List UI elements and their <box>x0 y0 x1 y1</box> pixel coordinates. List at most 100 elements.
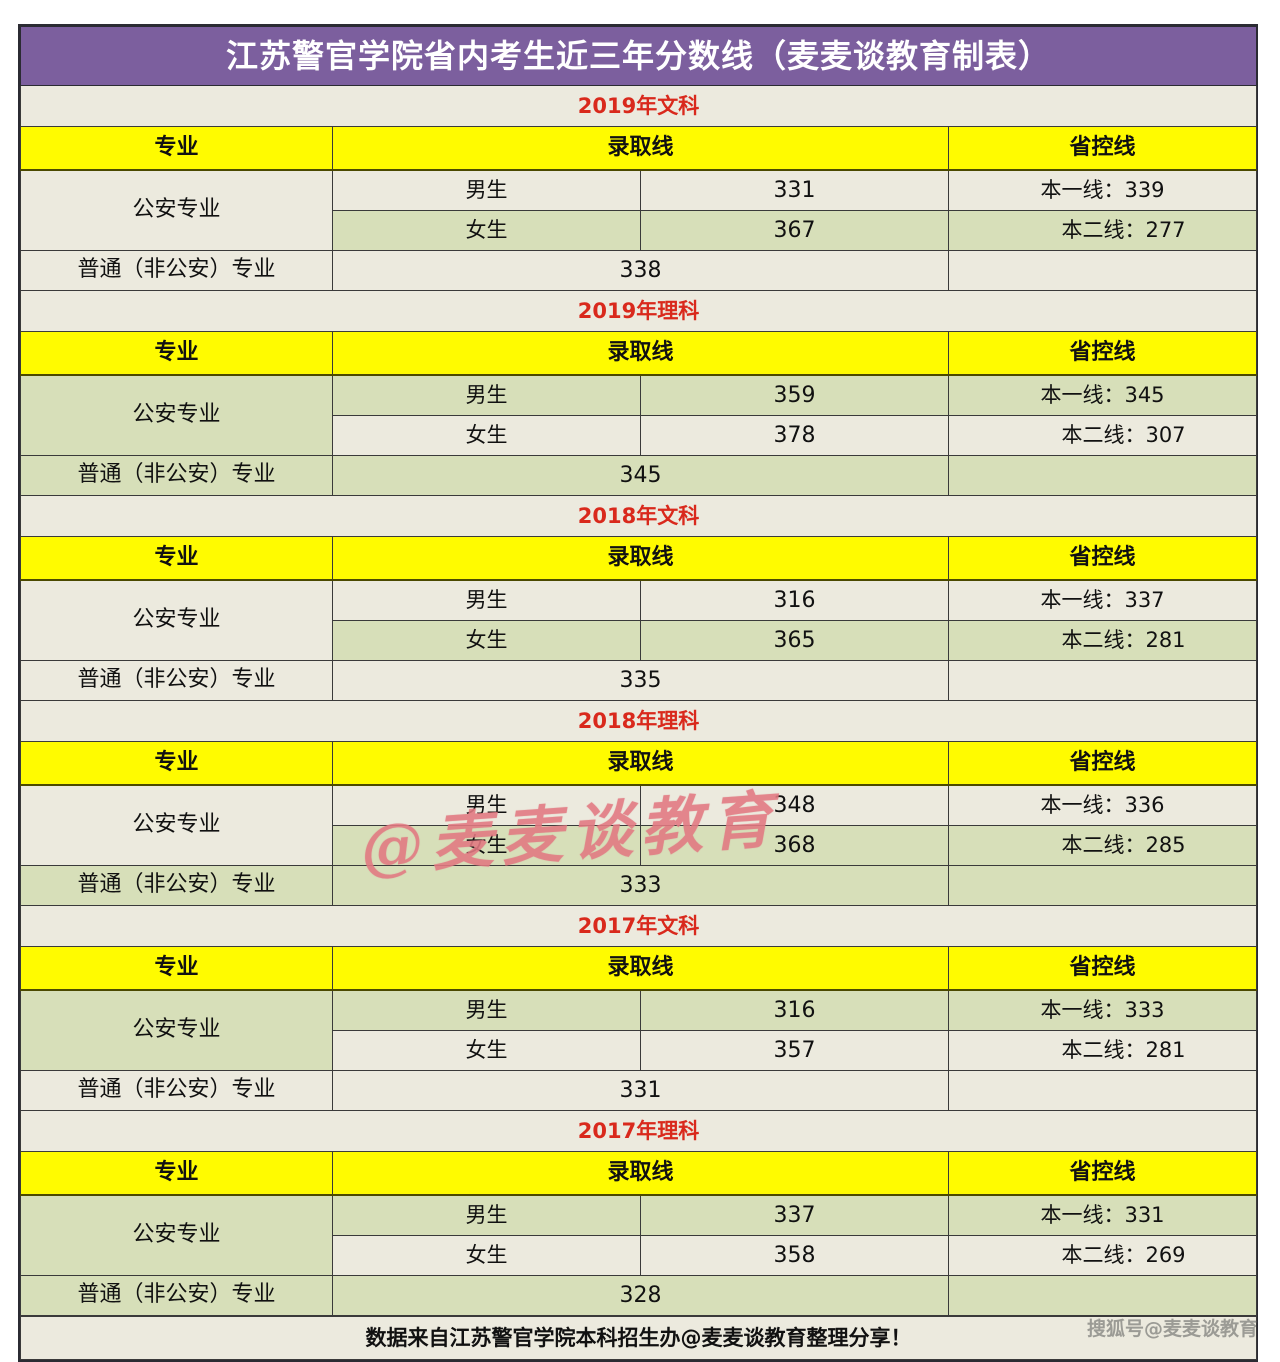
score-male: 359 <box>640 374 949 416</box>
score-male: 348 <box>640 784 949 826</box>
footer-note: 数据来自江苏警官学院本科招生办@麦麦谈教育整理分享！ <box>19 1315 1258 1360</box>
year-band: 2017年理科 <box>19 1110 1258 1152</box>
gender-male: 男生 <box>332 169 641 211</box>
column-header-province: 省控线 <box>947 1151 1258 1196</box>
year-band-row: 2018年理科 <box>19 700 1258 742</box>
province-line-1: 本一线：333 <box>947 989 1258 1031</box>
gender-female: 女生 <box>332 620 641 661</box>
province-blank <box>947 1275 1258 1317</box>
year-band: 2019年文科 <box>19 85 1258 127</box>
column-header-province: 省控线 <box>947 126 1258 171</box>
gender-female: 女生 <box>332 1030 641 1071</box>
major-police: 公安专业 <box>20 579 333 661</box>
gender-female: 女生 <box>332 1235 641 1276</box>
year-band-row: 2018年文科 <box>19 495 1258 537</box>
major-police: 公安专业 <box>20 989 333 1071</box>
column-header-province: 省控线 <box>947 536 1258 581</box>
page-title: 江苏警官学院省内考生近三年分数线（麦麦谈教育制表） <box>19 26 1258 86</box>
gender-male: 男生 <box>332 989 641 1031</box>
score-female: 367 <box>640 210 949 251</box>
table-row: 公安专业 男生 316 本一线：337 <box>20 579 1258 661</box>
major-police: 公安专业 <box>20 784 333 866</box>
table-row: 公安专业 男生 337 本一线：331 <box>20 1194 1258 1276</box>
table-row: 普通（非公安）专业 338 <box>20 250 1258 291</box>
table-row: 公安专业 男生 316 本一线：333 <box>20 989 1258 1071</box>
table-row: 公安专业 男生 348 本一线：336 <box>20 784 1258 866</box>
table-row: 女生 378 本二线：307 <box>21 415 1258 456</box>
province-line-1: 本一线：339 <box>947 169 1258 211</box>
year-band: 2017年文科 <box>19 905 1258 947</box>
score-male: 331 <box>640 169 949 211</box>
major-normal: 普通（非公安）专业 <box>20 1070 333 1111</box>
column-header-major: 专业 <box>20 126 333 171</box>
province-blank <box>947 455 1258 496</box>
column-header-province: 省控线 <box>947 741 1258 786</box>
province-blank <box>947 1070 1258 1111</box>
score-female: 357 <box>640 1030 949 1071</box>
table-row: 女生 367 本二线：277 <box>21 210 1258 251</box>
year-band-row: 2017年文科 <box>19 905 1258 947</box>
score-line-table-sheet: 江苏警官学院省内考生近三年分数线（麦麦谈教育制表） 2019年文科 专业 录取线 省控线… <box>18 24 1258 1362</box>
score-normal: 328 <box>332 1275 949 1317</box>
gender-male: 男生 <box>332 1194 641 1236</box>
column-header-admission: 录取线 <box>332 946 949 991</box>
column-header-row: 专业 录取线 省控线 <box>20 331 1258 376</box>
score-male: 316 <box>640 989 949 1031</box>
province-line-1: 本一线：345 <box>947 374 1258 416</box>
gender-male: 男生 <box>332 784 641 826</box>
gender-male: 男生 <box>332 374 641 416</box>
score-table: 江苏警官学院省内考生近三年分数线（麦麦谈教育制表） 2019年文科 专业 录取线 省控线… <box>19 26 1258 1360</box>
major-normal: 普通（非公安）专业 <box>20 865 333 906</box>
table-row: 普通（非公安）专业 333 <box>20 865 1258 906</box>
score-female: 358 <box>640 1235 949 1276</box>
column-header-admission: 录取线 <box>332 1151 949 1196</box>
province-line-2: 本二线：307 <box>947 415 1258 456</box>
province-blank <box>947 865 1258 906</box>
column-header-row: 专业 录取线 省控线 <box>20 741 1258 786</box>
score-normal: 345 <box>332 455 949 496</box>
gender-female: 女生 <box>332 415 641 456</box>
column-header-admission: 录取线 <box>332 126 949 171</box>
table-row: 普通（非公安）专业 328 <box>20 1275 1258 1317</box>
column-header-admission: 录取线 <box>332 331 949 376</box>
major-police: 公安专业 <box>20 169 333 251</box>
province-line-1: 本一线：336 <box>947 784 1258 826</box>
major-normal: 普通（非公安）专业 <box>20 455 333 496</box>
score-male: 337 <box>640 1194 949 1236</box>
gender-female: 女生 <box>332 210 641 251</box>
province-line-2: 本二线：269 <box>947 1235 1258 1276</box>
column-header-major: 专业 <box>20 946 333 991</box>
column-header-admission: 录取线 <box>332 536 949 581</box>
score-normal: 331 <box>332 1070 949 1111</box>
year-band: 2018年理科 <box>19 700 1258 742</box>
score-female: 378 <box>640 415 949 456</box>
table-row: 公安专业 男生 331 本一线：339 <box>20 169 1258 251</box>
province-line-2: 本二线：281 <box>947 620 1258 661</box>
table-row: 普通（非公安）专业 345 <box>20 455 1258 496</box>
column-header-admission: 录取线 <box>332 741 949 786</box>
major-normal: 普通（非公安）专业 <box>20 1275 333 1317</box>
major-normal: 普通（非公安）专业 <box>20 250 333 291</box>
score-female: 365 <box>640 620 949 661</box>
column-header-row: 专业 录取线 省控线 <box>20 536 1258 581</box>
year-band-row: 2019年文科 <box>19 85 1258 127</box>
score-female: 368 <box>640 825 949 866</box>
column-header-major: 专业 <box>20 1151 333 1196</box>
column-header-major: 专业 <box>20 536 333 581</box>
column-header-row: 专业 录取线 省控线 <box>20 126 1258 171</box>
province-line-1: 本一线：331 <box>947 1194 1258 1236</box>
column-header-province: 省控线 <box>947 331 1258 376</box>
score-normal: 333 <box>332 865 949 906</box>
major-police: 公安专业 <box>20 1194 333 1276</box>
province-blank <box>947 250 1258 291</box>
major-police: 公安专业 <box>20 374 333 456</box>
province-line-1: 本一线：337 <box>947 579 1258 621</box>
table-row: 女生 365 本二线：281 <box>21 620 1258 661</box>
table-row: 普通（非公安）专业 331 <box>20 1070 1258 1111</box>
footer-row: 数据来自江苏警官学院本科招生办@麦麦谈教育整理分享！ <box>19 1315 1258 1360</box>
column-header-row: 专业 录取线 省控线 <box>20 946 1258 991</box>
table-row: 公安专业 男生 359 本一线：345 <box>20 374 1258 456</box>
province-line-2: 本二线：285 <box>947 825 1258 866</box>
year-band-row: 2017年理科 <box>19 1110 1258 1152</box>
gender-female: 女生 <box>332 825 641 866</box>
